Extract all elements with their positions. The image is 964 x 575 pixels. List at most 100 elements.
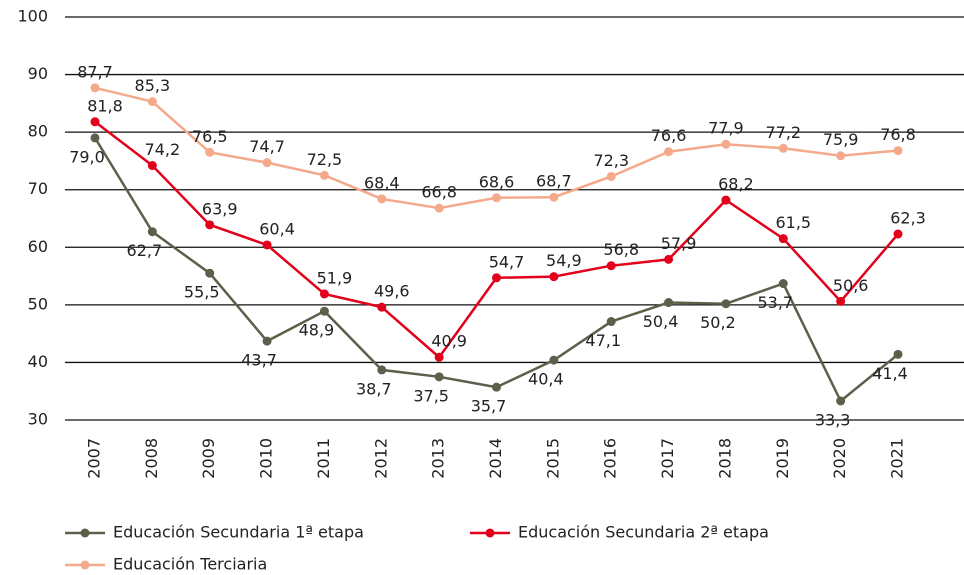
data-label: 47,1 [585,331,621,350]
data-point [262,240,272,250]
data-label: 55,5 [184,283,220,302]
y-tick-label: 30 [28,410,48,429]
data-label: 40,9 [431,332,467,351]
data-point [377,365,387,375]
x-tick-label: 2017 [658,438,677,479]
data-label: 74,7 [249,137,285,156]
data-label: 68,7 [536,172,572,191]
x-tick-label: 2010 [257,438,276,479]
x-tick-label: 2007 [85,438,104,479]
y-tick-label: 70 [28,179,48,198]
y-tick-label: 90 [28,64,48,83]
y-tick-label: 40 [28,352,48,371]
data-point [147,97,157,107]
data-point [893,229,903,239]
legend-label: Educación Terciaria [113,555,267,574]
x-tick-label: 2014 [486,438,505,479]
data-label: 50,4 [643,312,679,331]
data-label: 48,9 [299,321,335,340]
data-point [147,227,157,237]
data-label: 74,2 [145,140,181,159]
data-label: 57,9 [661,234,697,253]
data-point [893,146,903,156]
data-point [664,254,674,264]
data-label: 72,5 [307,150,343,169]
data-label: 37,5 [413,386,449,405]
data-point [90,133,100,143]
data-label: 68,4 [364,173,400,192]
data-label: 50,6 [833,276,869,295]
x-tick-label: 2020 [830,438,849,479]
data-label: 62,3 [890,209,926,228]
data-label: 77,2 [765,123,801,142]
data-point [90,83,100,93]
data-label: 38,7 [356,379,392,398]
data-point [319,289,329,299]
y-tick-label: 50 [28,294,48,313]
data-label: 63,9 [202,199,238,218]
data-point [549,272,559,282]
x-tick-label: 2009 [199,438,218,479]
data-point [893,349,903,359]
data-label: 40,4 [528,370,564,389]
data-point [836,151,846,161]
data-point [492,193,501,203]
data-point [721,139,731,149]
data-point [606,317,616,327]
data-point [492,382,501,392]
legend-label: Educación Secundaria 1ª etapa [113,523,364,542]
data-point [434,372,444,382]
x-tick-label: 2016 [601,438,620,479]
data-label: 51,9 [317,268,353,287]
data-label: 87,7 [77,62,113,81]
data-label: 76,8 [880,125,916,144]
y-tick-label: 100 [17,7,48,26]
data-point [319,170,329,180]
data-label: 56,8 [603,240,639,259]
data-label: 33,3 [815,411,851,430]
legend-marker [485,528,495,538]
data-label: 49,6 [374,282,410,301]
data-point [262,336,272,346]
data-label: 35,7 [471,397,507,416]
data-label: 77,9 [708,119,744,138]
x-tick-label: 2008 [142,438,161,479]
data-point [721,299,731,309]
data-point [205,220,215,230]
data-point [90,117,100,127]
data-label: 68,2 [718,175,754,194]
data-label: 79,0 [69,147,105,166]
x-tick-label: 2015 [543,438,562,479]
data-point [778,143,788,153]
data-label: 54,7 [489,252,525,271]
data-point [205,147,215,157]
data-point [377,194,387,204]
data-label: 62,7 [127,241,163,260]
data-label: 53,7 [757,293,793,312]
data-point [721,195,731,205]
legend-marker [80,560,90,570]
data-label: 75,9 [823,130,859,149]
data-point [492,273,501,283]
data-point [377,302,387,312]
y-tick-label: 60 [28,237,48,256]
x-tick-label: 2013 [429,438,448,479]
x-tick-label: 2018 [715,438,734,479]
data-point [836,396,846,406]
data-point [434,352,444,362]
data-label: 54,9 [546,251,582,270]
data-point [434,203,444,213]
data-label: 43,7 [241,351,277,370]
data-point [606,261,616,271]
data-point [205,268,215,278]
data-point [319,306,329,316]
data-label: 68,6 [479,172,515,191]
series-line [94,120,899,360]
data-point [147,161,157,171]
data-label: 81,8 [87,96,123,115]
x-tick-label: 2019 [773,438,792,479]
data-label: 85,3 [135,76,171,95]
x-tick-label: 2011 [314,438,333,479]
data-point [549,355,559,365]
legend-label: Educación Secundaria 2ª etapa [518,523,769,542]
